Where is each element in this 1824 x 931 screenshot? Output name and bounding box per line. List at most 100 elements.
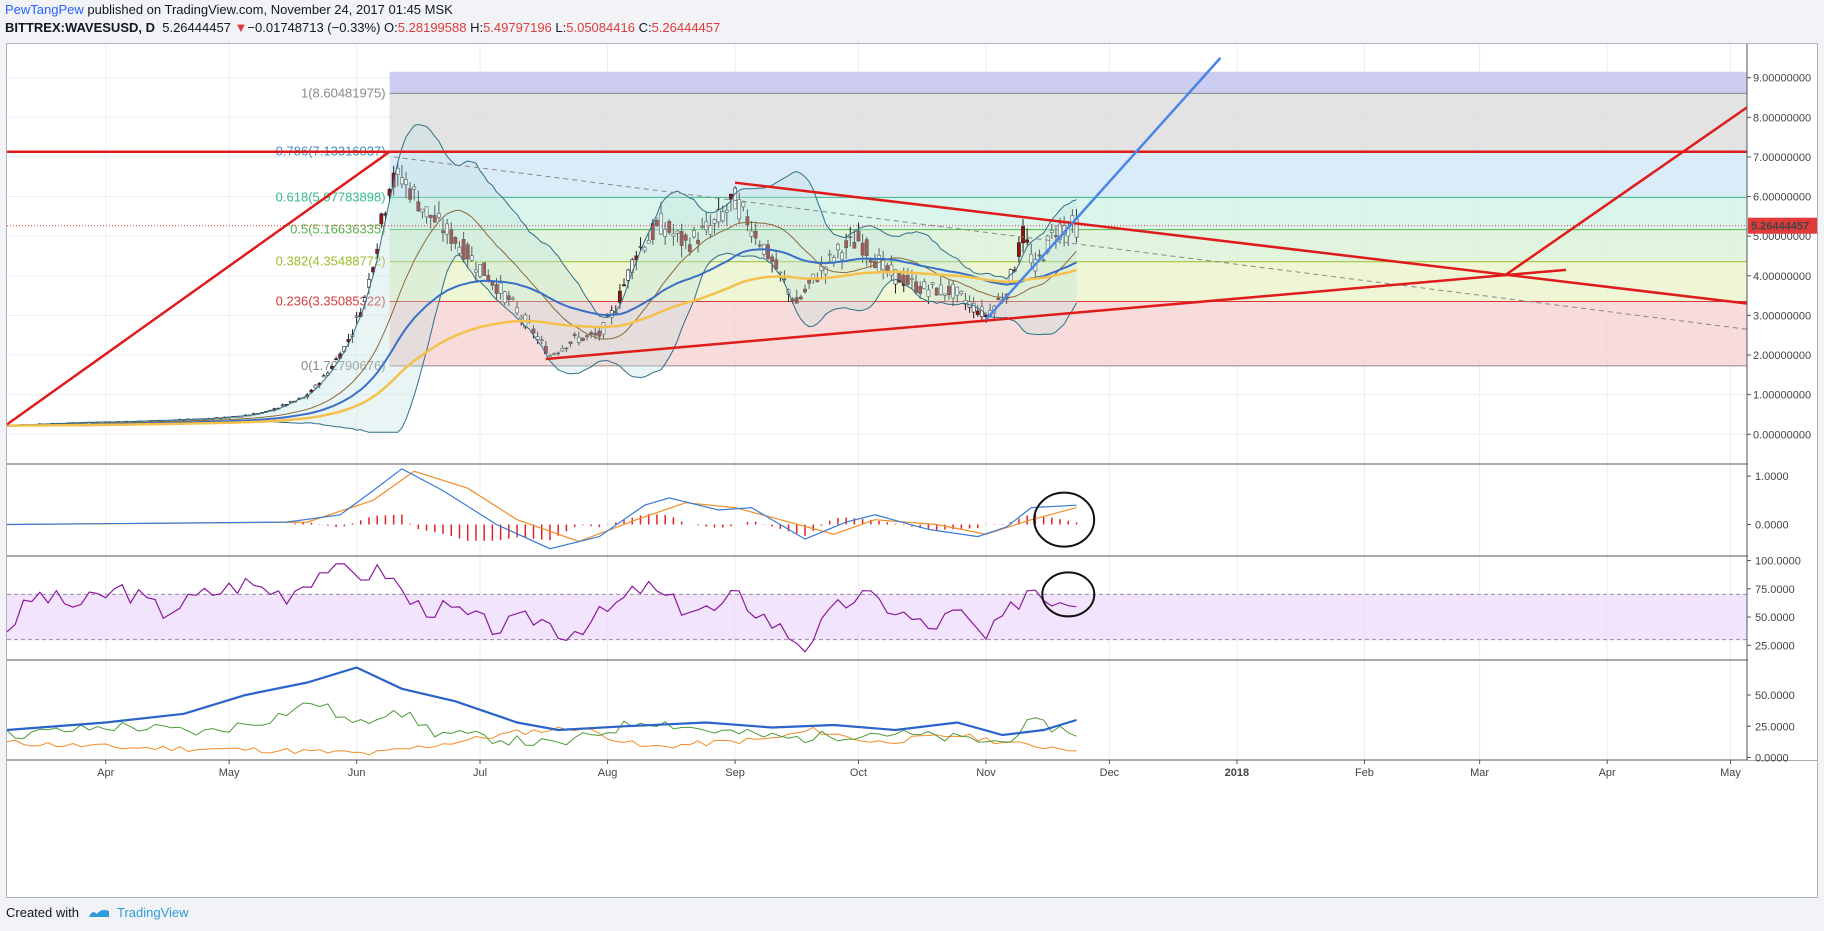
candle-body — [860, 242, 865, 256]
rsi-line — [7, 563, 1077, 653]
candle-body — [687, 244, 692, 252]
candle-body — [482, 262, 487, 276]
footer: Created with TradingView — [6, 905, 189, 920]
price-axis-label: 7.00000000 — [1753, 152, 1811, 164]
candle-body — [408, 188, 413, 200]
time-axis-label: Apr — [1599, 767, 1616, 779]
candle-body — [572, 334, 577, 336]
candle-body — [416, 201, 421, 212]
macd-line — [7, 468, 1077, 550]
candle-body — [539, 339, 544, 342]
time-axis-label: Nov — [976, 767, 996, 779]
symbol-info: BITTREX:WAVESUSD, D 5.26444457 ▼−0.01748… — [5, 20, 720, 35]
candle-body — [469, 255, 474, 261]
fib-level-label: 0(1.72790676) — [301, 358, 386, 373]
candle-body — [519, 316, 524, 320]
chart-area[interactable]: 1(8.60481975)0.786(7.13316037)0.618(5.97… — [6, 43, 1818, 898]
price-axis-label: 6.00000000 — [1753, 192, 1811, 204]
candle-body — [700, 226, 705, 228]
fib-level-label: 1(8.60481975) — [301, 85, 386, 100]
time-axis-label: Sep — [725, 767, 745, 779]
candle-body — [823, 266, 828, 275]
candle-body — [918, 286, 923, 294]
fib-level-label: 0.236(3.35085322) — [276, 294, 386, 309]
candle-body — [1021, 226, 1025, 244]
time-axis-label: Apr — [97, 767, 114, 779]
time-axis-label: Jun — [348, 767, 366, 779]
candle-body — [568, 341, 573, 344]
candle-body — [938, 284, 943, 295]
candle-body — [753, 230, 758, 239]
candle-body — [412, 186, 417, 190]
macd-axis-label: 1.0000 — [1755, 471, 1789, 483]
last-price-tag-label: 5.26444457 — [1751, 221, 1809, 233]
candle-body — [424, 206, 429, 218]
fib-level-label: 0.382(4.35488772) — [276, 254, 386, 269]
created-with-text: Created with — [6, 905, 79, 920]
di-plus-line — [7, 702, 1077, 746]
candle-body — [947, 285, 951, 296]
open-label: O: — [384, 20, 398, 35]
candle-body — [803, 288, 807, 293]
price-axis-label: 4.00000000 — [1753, 271, 1811, 283]
candle-body — [963, 300, 968, 305]
candle-body — [910, 278, 914, 280]
time-axis-label: Oct — [850, 767, 867, 779]
candle-body — [502, 291, 507, 303]
candle-body — [864, 239, 869, 256]
last-price: 5.26444457 — [162, 20, 231, 35]
trend-line-uptrend-left — [7, 150, 391, 426]
candle-body — [494, 284, 499, 294]
tradingview-link[interactable]: TradingView — [116, 905, 189, 920]
candle-body — [696, 239, 700, 244]
candle-body — [930, 282, 935, 285]
candle-body — [708, 225, 713, 235]
candle-body — [683, 234, 688, 241]
candle-body — [852, 242, 857, 249]
chart-svg[interactable]: 1(8.60481975)0.786(7.13316037)0.618(5.97… — [7, 44, 1817, 897]
candle-body — [724, 210, 729, 213]
high-value: 5.49797196 — [483, 20, 552, 35]
candle-body — [745, 216, 750, 225]
price-axis-bg — [1748, 44, 1817, 760]
candle-body — [404, 179, 408, 185]
candle-body — [1037, 254, 1042, 257]
candle-body — [280, 404, 285, 407]
candle-body — [580, 337, 585, 341]
candle-body — [399, 177, 404, 185]
candle-body — [437, 213, 441, 218]
price-axis-label: 9.00000000 — [1753, 73, 1811, 85]
candle-body — [692, 230, 696, 238]
change-arrow-icon: ▼ — [234, 20, 248, 35]
projected-breakout-line — [1503, 106, 1747, 277]
price-axis-label: 2.00000000 — [1753, 350, 1811, 362]
candle-body — [334, 358, 338, 361]
candle-body — [889, 264, 894, 276]
last-price-tag — [1748, 217, 1817, 234]
candle-body — [827, 253, 832, 256]
candle-body — [737, 199, 742, 220]
candle-body — [749, 230, 754, 237]
candle-body — [597, 330, 602, 337]
candle-body — [942, 293, 947, 296]
price-axis-label: 5.00000000 — [1753, 231, 1811, 243]
adx-line — [7, 666, 1077, 737]
candle-body — [560, 348, 565, 352]
candle-body — [655, 220, 659, 226]
time-axis-label: May — [219, 767, 240, 779]
dmi-axis-label: 50.0000 — [1755, 690, 1795, 702]
di-minus-line — [7, 726, 1077, 756]
descending-trend-line — [734, 181, 1747, 305]
candle-body — [844, 240, 849, 249]
candle-body — [428, 214, 433, 219]
symbol-name: BITTREX:WAVESUSD, D — [5, 20, 155, 35]
candle-body — [313, 384, 318, 389]
candle-body — [914, 281, 918, 293]
candle-body — [601, 322, 606, 335]
low-value: 5.05084416 — [566, 20, 635, 35]
candle-body — [955, 286, 960, 296]
author-link[interactable]: PewTangPew — [5, 2, 84, 17]
candle-body — [498, 282, 503, 294]
rsi-axis-label: 75.0000 — [1755, 584, 1795, 596]
candle-body — [585, 335, 589, 337]
